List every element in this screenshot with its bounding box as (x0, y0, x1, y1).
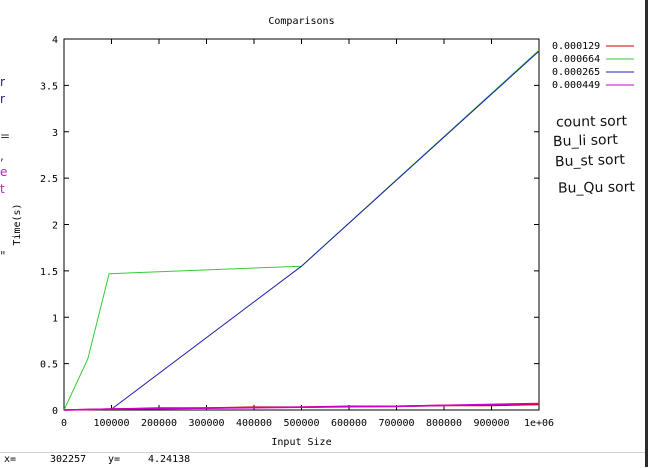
x-tick-label: 900000 (473, 418, 509, 429)
x-tick-label: 700000 (378, 418, 414, 429)
edge-fragment: , (0, 149, 4, 163)
legend-label-3: 0.000265 (552, 67, 600, 78)
y-tick-label: 3 (52, 128, 58, 139)
cursor-y-value: 4.24138 (148, 454, 191, 465)
edge-fragment: t (0, 182, 5, 196)
series-line-2 (63, 49, 540, 411)
annotation-bu-st-sort: Bu_st sort (554, 151, 626, 171)
chart-title: Comparisons (268, 16, 334, 27)
legend-label-4: 0.000449 (552, 80, 600, 91)
cursor-x-label: x= (4, 454, 17, 465)
x-tick-label: 0 (61, 418, 67, 429)
x-tick-label: 500000 (283, 418, 319, 429)
edge-fragment: r (0, 92, 5, 106)
y-tick-label: 1 (52, 313, 58, 324)
x-axis-label: Input Size (271, 437, 331, 448)
legend-label-2: 0.000664 (552, 54, 600, 65)
series-line-3 (63, 50, 540, 411)
annotation-bu-li-sort: Bu_li sort (552, 131, 619, 151)
x-tick-label: 600000 (331, 418, 367, 429)
x-tick-label: 300000 (188, 418, 224, 429)
edge-fragment: r (0, 75, 5, 89)
cursor-x-value: 302257 (50, 454, 87, 465)
edge-fragment: e (0, 165, 8, 179)
y-tick-label: 2 (52, 221, 58, 232)
y-tick-label: 1.5 (40, 267, 58, 278)
edge-fragment: = (0, 129, 11, 143)
y-tick-label: 2.5 (40, 174, 58, 185)
y-axis-label: Time(s) (12, 203, 23, 245)
x-tick-label: 1e+06 (524, 418, 554, 429)
annotation-bu-qu-sort: Bu_Qu sort (557, 179, 636, 197)
annotation-count-sort: count sort (555, 113, 628, 131)
y-tick-label: 3.5 (40, 81, 58, 92)
y-tick-label: 4 (52, 35, 58, 46)
x-tick-label: 800000 (426, 418, 462, 429)
edge-fragment: " (0, 249, 6, 263)
cursor-y-label: y= (108, 454, 121, 465)
x-tick-label: 400000 (236, 418, 272, 429)
y-tick-label: 0.5 (40, 360, 58, 371)
x-tick-label: 100000 (93, 418, 129, 429)
y-tick-label: 0 (52, 406, 58, 417)
legend-label-1: 0.000129 (552, 41, 600, 52)
plot-frame (63, 38, 540, 411)
status-bar: x= 302257 y= 4.24138 (0, 452, 645, 468)
series-line-4 (63, 402, 540, 411)
comparisons-plot[interactable]: Comparisons 0 100000 200000 300000 400000 5000… (0, 0, 645, 452)
x-tick-label: 200000 (141, 418, 177, 429)
